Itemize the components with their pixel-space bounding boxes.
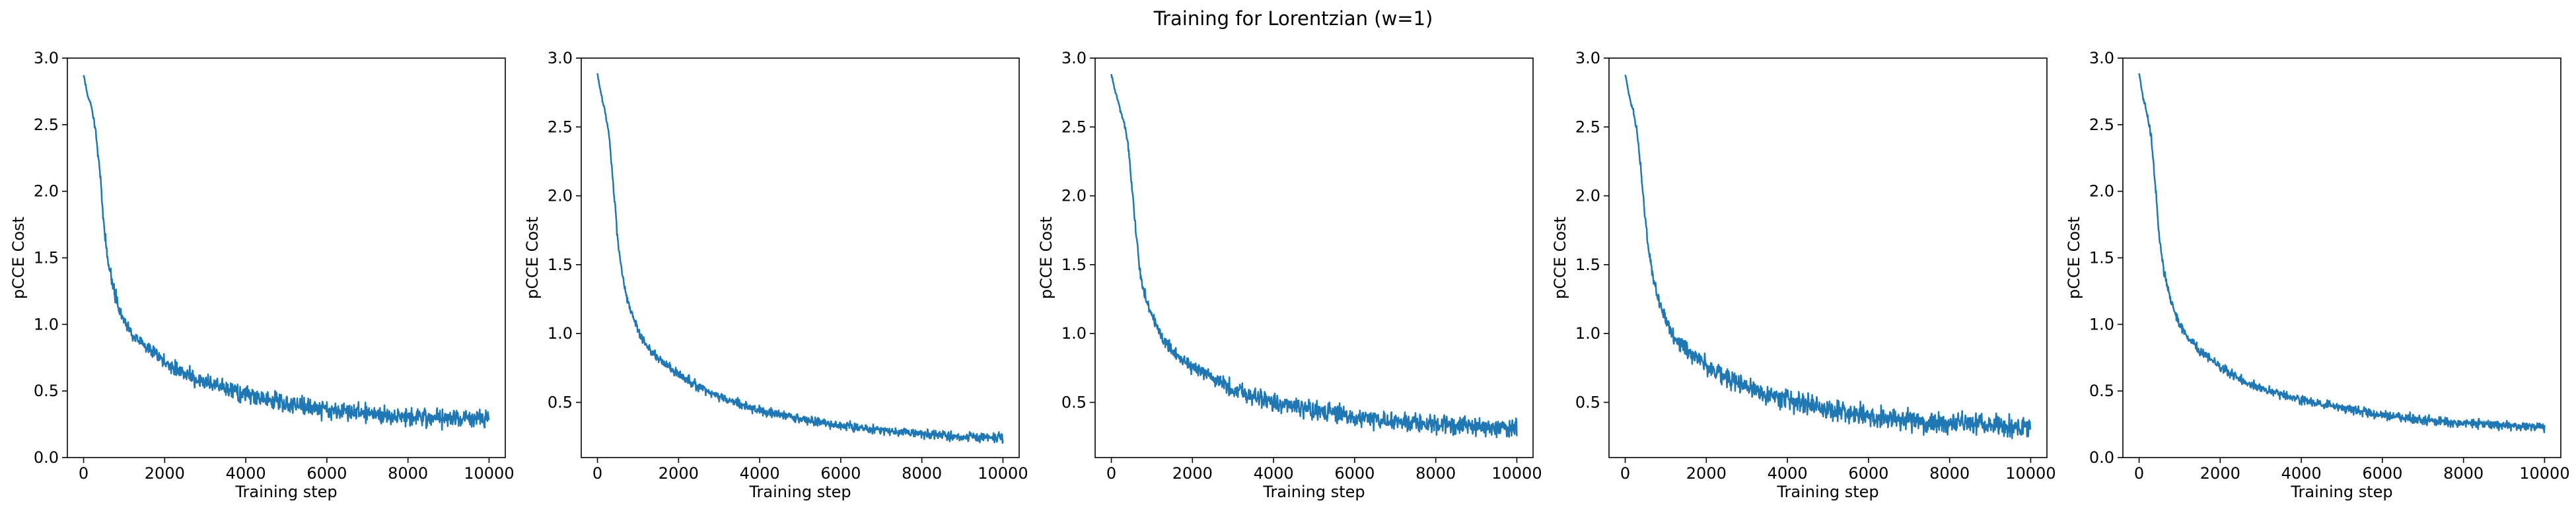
subplot-1-xlabel: Training step bbox=[234, 483, 337, 501]
subplot-1-ytick-label: 1.0 bbox=[34, 315, 59, 333]
subplot-5-ylabel: pCCE Cost bbox=[2065, 217, 2083, 299]
subplot-5-ytick-label: 2.0 bbox=[2089, 182, 2114, 201]
subplot-1-xtick-label: 6000 bbox=[306, 464, 347, 483]
subplot-2-ytick-label: 2.5 bbox=[548, 118, 573, 136]
subplot-4-ytick-label: 1.0 bbox=[1575, 324, 1600, 343]
subplot-1-ytick-label: 0.0 bbox=[34, 448, 59, 467]
subplot-2-ylabel: pCCE Cost bbox=[523, 217, 542, 299]
subplot-3-xtick-label: 10000 bbox=[1491, 464, 1542, 483]
subplot-3-xtick-label: 6000 bbox=[1334, 464, 1375, 483]
subplot-4-ytick-label: 3.0 bbox=[1575, 49, 1600, 67]
subplot-1: 0 2000 4000 6000 8000 10000 0.0 0.5 1.0 1.5 2.0 2.5… bbox=[9, 49, 515, 501]
subplot-1-ytick-label: 2.0 bbox=[34, 182, 59, 201]
subplot-4-xtick-label: 10000 bbox=[2005, 464, 2056, 483]
subplot-5-series-line bbox=[2138, 73, 2546, 434]
subplot-4-xtick-label: 6000 bbox=[1848, 464, 1888, 483]
subplot-3-ytick-label: 1.0 bbox=[1061, 324, 1087, 343]
subplot-3-ytick-label: 1.5 bbox=[1061, 256, 1087, 274]
subplot-3-xlabel: Training step bbox=[1262, 483, 1365, 501]
subplot-3-ytick-label: 2.5 bbox=[1061, 118, 1087, 136]
subplot-3: 0 2000 4000 6000 8000 10000 0.5 1.0 1.5 2.0 2.5 3.0… bbox=[1037, 49, 1542, 501]
subplot-3-axes-frame bbox=[1094, 57, 1534, 458]
subplot-4-xtick-label: 2000 bbox=[1686, 464, 1727, 483]
subplot-4-xtick-label: 8000 bbox=[1929, 464, 1970, 483]
subplot-5-ytick-label: 3.0 bbox=[2089, 49, 2114, 67]
subplot-2-xtick-label: 4000 bbox=[740, 464, 780, 483]
subplot-4-ylabel: pCCE Cost bbox=[1551, 217, 1569, 299]
subplot-4-xlabel: Training step bbox=[1776, 483, 1878, 501]
subplot-5-xtick-label: 6000 bbox=[2362, 464, 2402, 483]
subplot-5-ytick-label: 0.5 bbox=[2089, 382, 2114, 400]
subplot-3-ylabel: pCCE Cost bbox=[1037, 217, 1055, 299]
subplot-2-ytick-label: 1.0 bbox=[548, 324, 573, 343]
subplot-2-xtick-label: 0 bbox=[592, 464, 602, 483]
subplot-5-xtick-label: 0 bbox=[2134, 464, 2144, 483]
subplot-3-xtick-label: 4000 bbox=[1254, 464, 1294, 483]
subplot-2-xlabel: Training step bbox=[748, 483, 851, 501]
subplot-2-ytick-label: 0.5 bbox=[548, 393, 573, 411]
subplot-1-xtick-label: 10000 bbox=[464, 464, 514, 483]
subplot-1-xtick-label: 0 bbox=[79, 464, 89, 483]
subplot-3-ytick-label: 0.5 bbox=[1061, 393, 1087, 411]
subplot-5-xtick-label: 4000 bbox=[2281, 464, 2322, 483]
subplot-3-ytick-label: 3.0 bbox=[1061, 49, 1087, 67]
subplot-2-series-line bbox=[596, 73, 1004, 444]
subplot-3-xtick-label: 8000 bbox=[1415, 464, 1456, 483]
subplot-1-series-line bbox=[83, 75, 490, 431]
subplot-1-ytick-label: 0.5 bbox=[34, 382, 59, 400]
subplot-5-ytick-label: 1.5 bbox=[2089, 249, 2114, 267]
subplot-1-xtick-label: 2000 bbox=[145, 464, 185, 483]
subplot-5-xtick-label: 2000 bbox=[2200, 464, 2240, 483]
subplot-2-xtick-label: 10000 bbox=[978, 464, 1028, 483]
subplot-1-ytick-label: 1.5 bbox=[34, 249, 59, 267]
subplot-4-xtick-label: 0 bbox=[1620, 464, 1630, 483]
subplot-3-series-line bbox=[1110, 74, 1518, 438]
subplot-4-axes-frame bbox=[1608, 57, 2048, 458]
subplot-1-xtick-label: 8000 bbox=[388, 464, 428, 483]
subplot-2-xtick-label: 6000 bbox=[820, 464, 861, 483]
subplot-1-xtick-label: 4000 bbox=[226, 464, 266, 483]
subplot-3-xtick-label: 0 bbox=[1106, 464, 1116, 483]
subplot-2: 0 2000 4000 6000 8000 10000 0.5 1.0 1.5 2.0 2.5 3.0… bbox=[523, 49, 1028, 501]
subplot-1-ytick-label: 2.5 bbox=[34, 116, 59, 134]
subplot-2-xtick-label: 2000 bbox=[659, 464, 699, 483]
subplot-2-ytick-label: 2.0 bbox=[548, 187, 573, 205]
subplot-5: 0 2000 4000 6000 8000 10000 0.0 0.5 1.0 1.5 2.0 2.5… bbox=[2065, 49, 2570, 501]
subplot-2-xtick-label: 8000 bbox=[902, 464, 942, 483]
subplot-5-xlabel: Training step bbox=[2290, 483, 2392, 501]
subplot-grid: 0 2000 4000 6000 8000 10000 0.0 0.5 1.0 1.5 2.0 2.5… bbox=[9, 49, 2570, 501]
subplot-4-series-line bbox=[1624, 75, 2032, 440]
subplot-3-xtick-label: 2000 bbox=[1172, 464, 1213, 483]
subplot-4-ytick-label: 0.5 bbox=[1575, 393, 1600, 411]
subplot-4-ytick-label: 1.5 bbox=[1575, 256, 1600, 274]
subplot-2-ytick-label: 3.0 bbox=[548, 49, 573, 67]
subplot-3-ytick-label: 2.0 bbox=[1061, 187, 1087, 205]
subplot-5-xtick-label: 8000 bbox=[2443, 464, 2484, 483]
subplot-4-ytick-label: 2.5 bbox=[1575, 118, 1600, 136]
subplot-4-ytick-label: 2.0 bbox=[1575, 187, 1600, 205]
subplot-2-axes-frame bbox=[581, 57, 1020, 458]
subplot-2-ytick-label: 1.5 bbox=[548, 256, 573, 274]
subplot-5-ytick-label: 1.0 bbox=[2089, 315, 2114, 333]
subplot-5-ytick-label: 0.0 bbox=[2089, 448, 2114, 467]
subplot-1-ytick-label: 3.0 bbox=[34, 49, 59, 67]
subplot-5-xtick-label: 10000 bbox=[2519, 464, 2569, 483]
subplot-4-xtick-label: 4000 bbox=[1768, 464, 1808, 483]
subplot-4: 0 2000 4000 6000 8000 10000 0.5 1.0 1.5 2.0 2.5 3.0… bbox=[1551, 49, 2056, 501]
subplot-5-ytick-label: 2.5 bbox=[2089, 116, 2114, 134]
figure-suptitle: Training for Lorentzian (w=1) bbox=[1153, 7, 1433, 30]
subplot-1-ylabel: pCCE Cost bbox=[9, 217, 28, 299]
